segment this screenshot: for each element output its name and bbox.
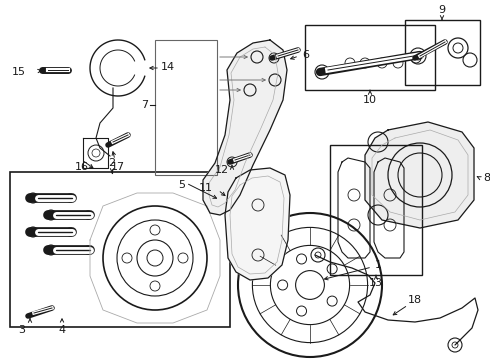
Text: 5: 5 xyxy=(178,180,185,190)
Text: 15: 15 xyxy=(12,67,26,77)
Text: 2: 2 xyxy=(108,158,116,168)
Bar xyxy=(10,172,230,327)
Text: 17: 17 xyxy=(111,162,125,172)
Bar xyxy=(405,20,480,85)
Polygon shape xyxy=(225,168,290,280)
Text: 3: 3 xyxy=(19,325,25,335)
Text: 12: 12 xyxy=(215,165,229,175)
Bar xyxy=(330,145,422,275)
Text: 14: 14 xyxy=(161,62,175,72)
Text: 16: 16 xyxy=(75,162,89,172)
Bar xyxy=(155,40,217,175)
Polygon shape xyxy=(365,122,474,228)
Text: 18: 18 xyxy=(408,295,422,305)
Text: 11: 11 xyxy=(199,183,213,193)
Bar xyxy=(305,25,435,90)
Text: 4: 4 xyxy=(58,325,66,335)
Text: 8: 8 xyxy=(483,173,490,183)
Text: 10: 10 xyxy=(363,95,377,105)
Text: 1: 1 xyxy=(374,260,382,270)
Text: 13: 13 xyxy=(369,278,383,288)
Text: 9: 9 xyxy=(439,5,445,15)
Polygon shape xyxy=(203,40,287,215)
Text: 7: 7 xyxy=(141,100,148,110)
Text: 6: 6 xyxy=(302,50,309,60)
